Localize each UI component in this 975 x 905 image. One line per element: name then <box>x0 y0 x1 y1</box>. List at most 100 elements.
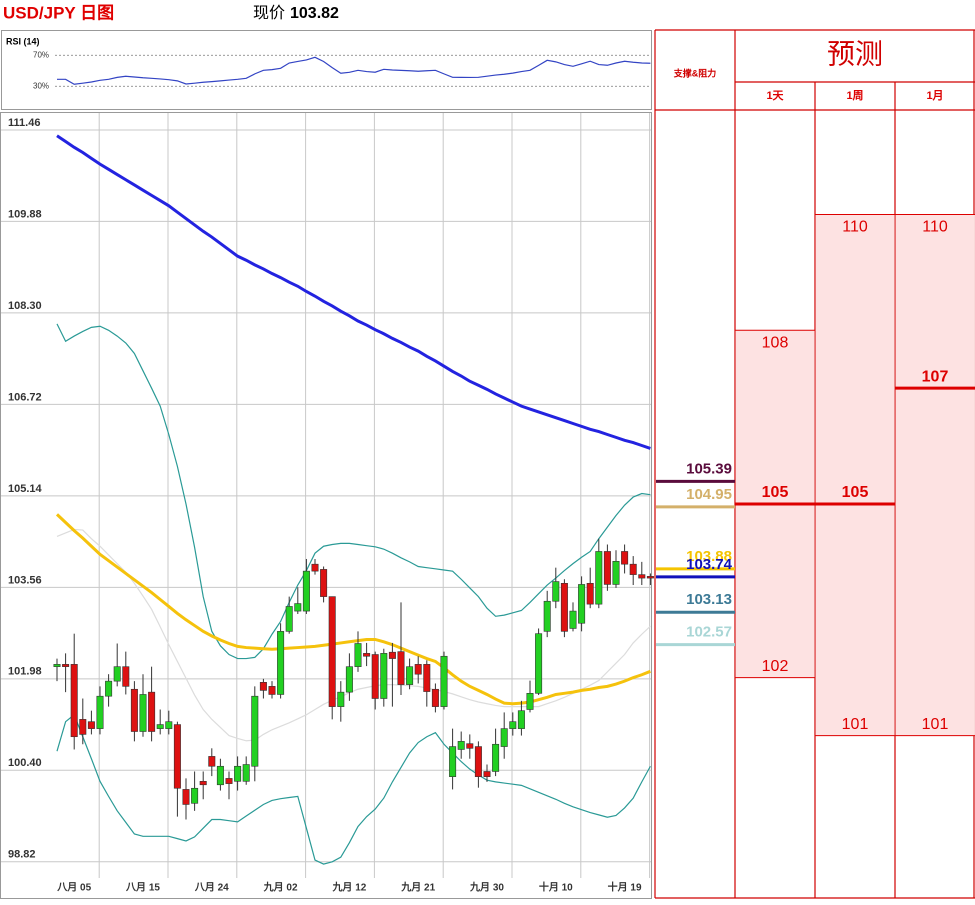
candle-body <box>251 695 259 767</box>
candle-body <box>440 655 448 707</box>
forecast-period: 1天 <box>766 89 784 102</box>
rsi-tick-label: 30% <box>33 81 49 90</box>
y-tick-label: 105.14 <box>8 483 43 495</box>
candle-body <box>139 694 147 732</box>
y-tick-label: 111.46 <box>8 117 40 129</box>
candle-body <box>483 771 491 777</box>
candle-body <box>535 633 543 694</box>
x-tick-label: 九月 02 <box>263 881 298 894</box>
level-label: 103.74 <box>686 556 733 573</box>
candle-body <box>105 680 113 697</box>
levels-title: 支撑&阻力 <box>673 67 717 78</box>
forecast-range <box>895 214 975 736</box>
candle-body <box>380 653 388 699</box>
indicator-line <box>56 134 651 450</box>
candle-body <box>466 743 474 749</box>
rsi-title: RSI (14) <box>6 36 40 46</box>
level-label: 102.57 <box>686 624 732 641</box>
candle-body <box>302 570 310 612</box>
x-tick-label: 九月 30 <box>469 881 504 894</box>
candle-body <box>363 653 371 657</box>
candle-body <box>337 691 345 707</box>
y-tick-label: 103.56 <box>8 574 42 586</box>
y-tick-label: 101.98 <box>8 666 42 678</box>
forecast-mid-label: 107 <box>922 368 949 385</box>
candle-body <box>70 664 78 738</box>
x-tick-label: 十月 19 <box>608 881 642 894</box>
candle-body <box>96 695 104 729</box>
level-label: 103.13 <box>686 591 732 608</box>
candle-body <box>173 724 181 789</box>
rsi-frame <box>1 30 652 110</box>
plot-frame <box>0 112 652 899</box>
level-label: 105.39 <box>686 460 732 477</box>
indicator-line <box>56 323 651 660</box>
candle-body <box>397 651 405 685</box>
candle-body <box>216 765 224 786</box>
candle-body <box>242 764 250 782</box>
forecast-title: 预测 <box>827 38 883 71</box>
x-tick-label: 八月 24 <box>194 882 229 894</box>
candle-body <box>208 756 216 767</box>
candle-body <box>320 569 328 597</box>
candle-body <box>371 654 379 699</box>
candle-body <box>156 724 164 729</box>
forecast-high-label: 110 <box>922 219 948 236</box>
rsi-tick-label: 70% <box>33 50 49 59</box>
y-tick-label: 98.82 <box>8 849 36 861</box>
candle-body <box>621 551 629 565</box>
table-frame <box>654 29 975 899</box>
candle-body <box>492 743 500 772</box>
candle-body <box>199 781 207 786</box>
candle-body <box>62 664 70 667</box>
candle-body <box>87 721 95 729</box>
chart-title: USD/JPY 日图 <box>3 3 114 22</box>
forecast-high-label: 110 <box>842 219 868 236</box>
x-tick-label: 九月 21 <box>400 881 435 894</box>
candle-body <box>517 710 525 729</box>
candle-body <box>457 741 465 750</box>
candle-body <box>586 582 594 605</box>
candle-body <box>646 576 654 579</box>
y-tick-label: 108.30 <box>8 300 42 312</box>
candle-body <box>552 581 560 602</box>
candle-body <box>423 664 431 692</box>
candle-body <box>277 631 285 695</box>
candle-body <box>474 746 482 777</box>
candle-body <box>612 560 620 585</box>
candle-body <box>578 584 586 624</box>
candle-body <box>53 664 61 667</box>
price-value: 103.82 <box>290 5 339 22</box>
x-tick-label: 九月 12 <box>331 881 366 894</box>
indicator-line <box>56 528 651 742</box>
candle-body <box>122 666 130 687</box>
candle-body <box>500 728 508 747</box>
forecast-low-label: 101 <box>922 716 949 733</box>
y-tick-label: 100.40 <box>8 757 42 769</box>
candle-body <box>165 721 173 729</box>
candle-body <box>311 563 319 572</box>
candle-body <box>345 666 353 693</box>
candle-body <box>603 551 611 585</box>
candle-body <box>191 787 199 804</box>
candle-body <box>79 719 87 735</box>
candle-body <box>148 691 156 732</box>
forecast-low-label: 102 <box>762 658 789 675</box>
candle-body <box>406 666 414 685</box>
candle-body <box>354 643 362 667</box>
candle-body <box>182 789 190 805</box>
candle-body <box>449 746 457 777</box>
candle-body <box>560 582 568 632</box>
forecast-low-label: 101 <box>842 716 869 733</box>
candle-body <box>285 606 293 632</box>
forecast-mid-label: 105 <box>762 484 789 501</box>
forecast-range <box>815 214 895 736</box>
y-tick-label: 109.88 <box>8 208 42 220</box>
indicator-line <box>56 713 651 865</box>
y-tick-label: 106.72 <box>8 391 42 403</box>
candle-body <box>388 651 396 659</box>
forecast-period: 1周 <box>846 89 863 102</box>
candle-body <box>259 682 267 691</box>
candle-body <box>629 563 637 575</box>
